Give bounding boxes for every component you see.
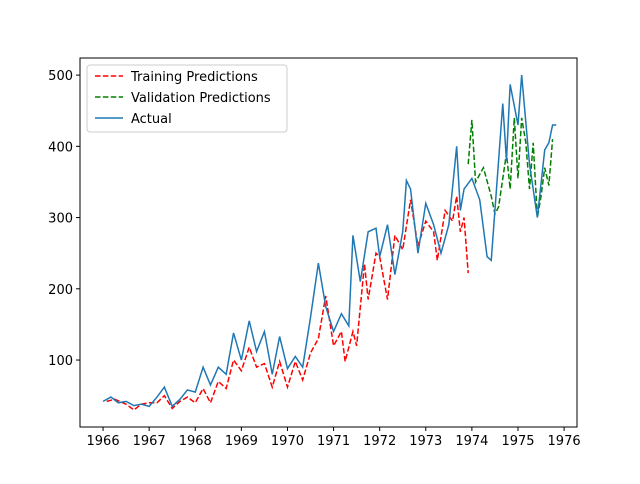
data-line bbox=[102, 75, 557, 408]
x-tick-label: 1973 bbox=[409, 434, 442, 449]
y-tick-label: 300 bbox=[48, 212, 73, 227]
y-tick-label: 200 bbox=[48, 283, 73, 298]
plot-area bbox=[102, 75, 557, 411]
x-tick-label: 1969 bbox=[225, 434, 258, 449]
x-tick-label: 1970 bbox=[271, 434, 304, 449]
axes-frame bbox=[79, 57, 578, 428]
legend-label: Training Predictions bbox=[130, 70, 258, 85]
y-tick-label: 500 bbox=[48, 69, 73, 84]
y-tick-label: 400 bbox=[48, 140, 73, 155]
x-tick-label: 1975 bbox=[501, 434, 534, 449]
x-tick-label: 1974 bbox=[455, 434, 488, 449]
x-tick-label: 1967 bbox=[133, 434, 166, 449]
data-line bbox=[106, 196, 469, 411]
x-tick-label: 1976 bbox=[548, 434, 581, 449]
x-tick-label: 1968 bbox=[179, 434, 212, 449]
legend-label: Actual bbox=[131, 112, 172, 127]
x-tick-label: 1971 bbox=[317, 434, 350, 449]
legend-label: Validation Predictions bbox=[131, 91, 271, 106]
y-tick-label: 100 bbox=[48, 354, 73, 369]
legend-box bbox=[86, 64, 288, 133]
x-tick-label: 1972 bbox=[363, 434, 396, 449]
data-line bbox=[467, 117, 554, 218]
x-tick-label: 1966 bbox=[87, 434, 120, 449]
